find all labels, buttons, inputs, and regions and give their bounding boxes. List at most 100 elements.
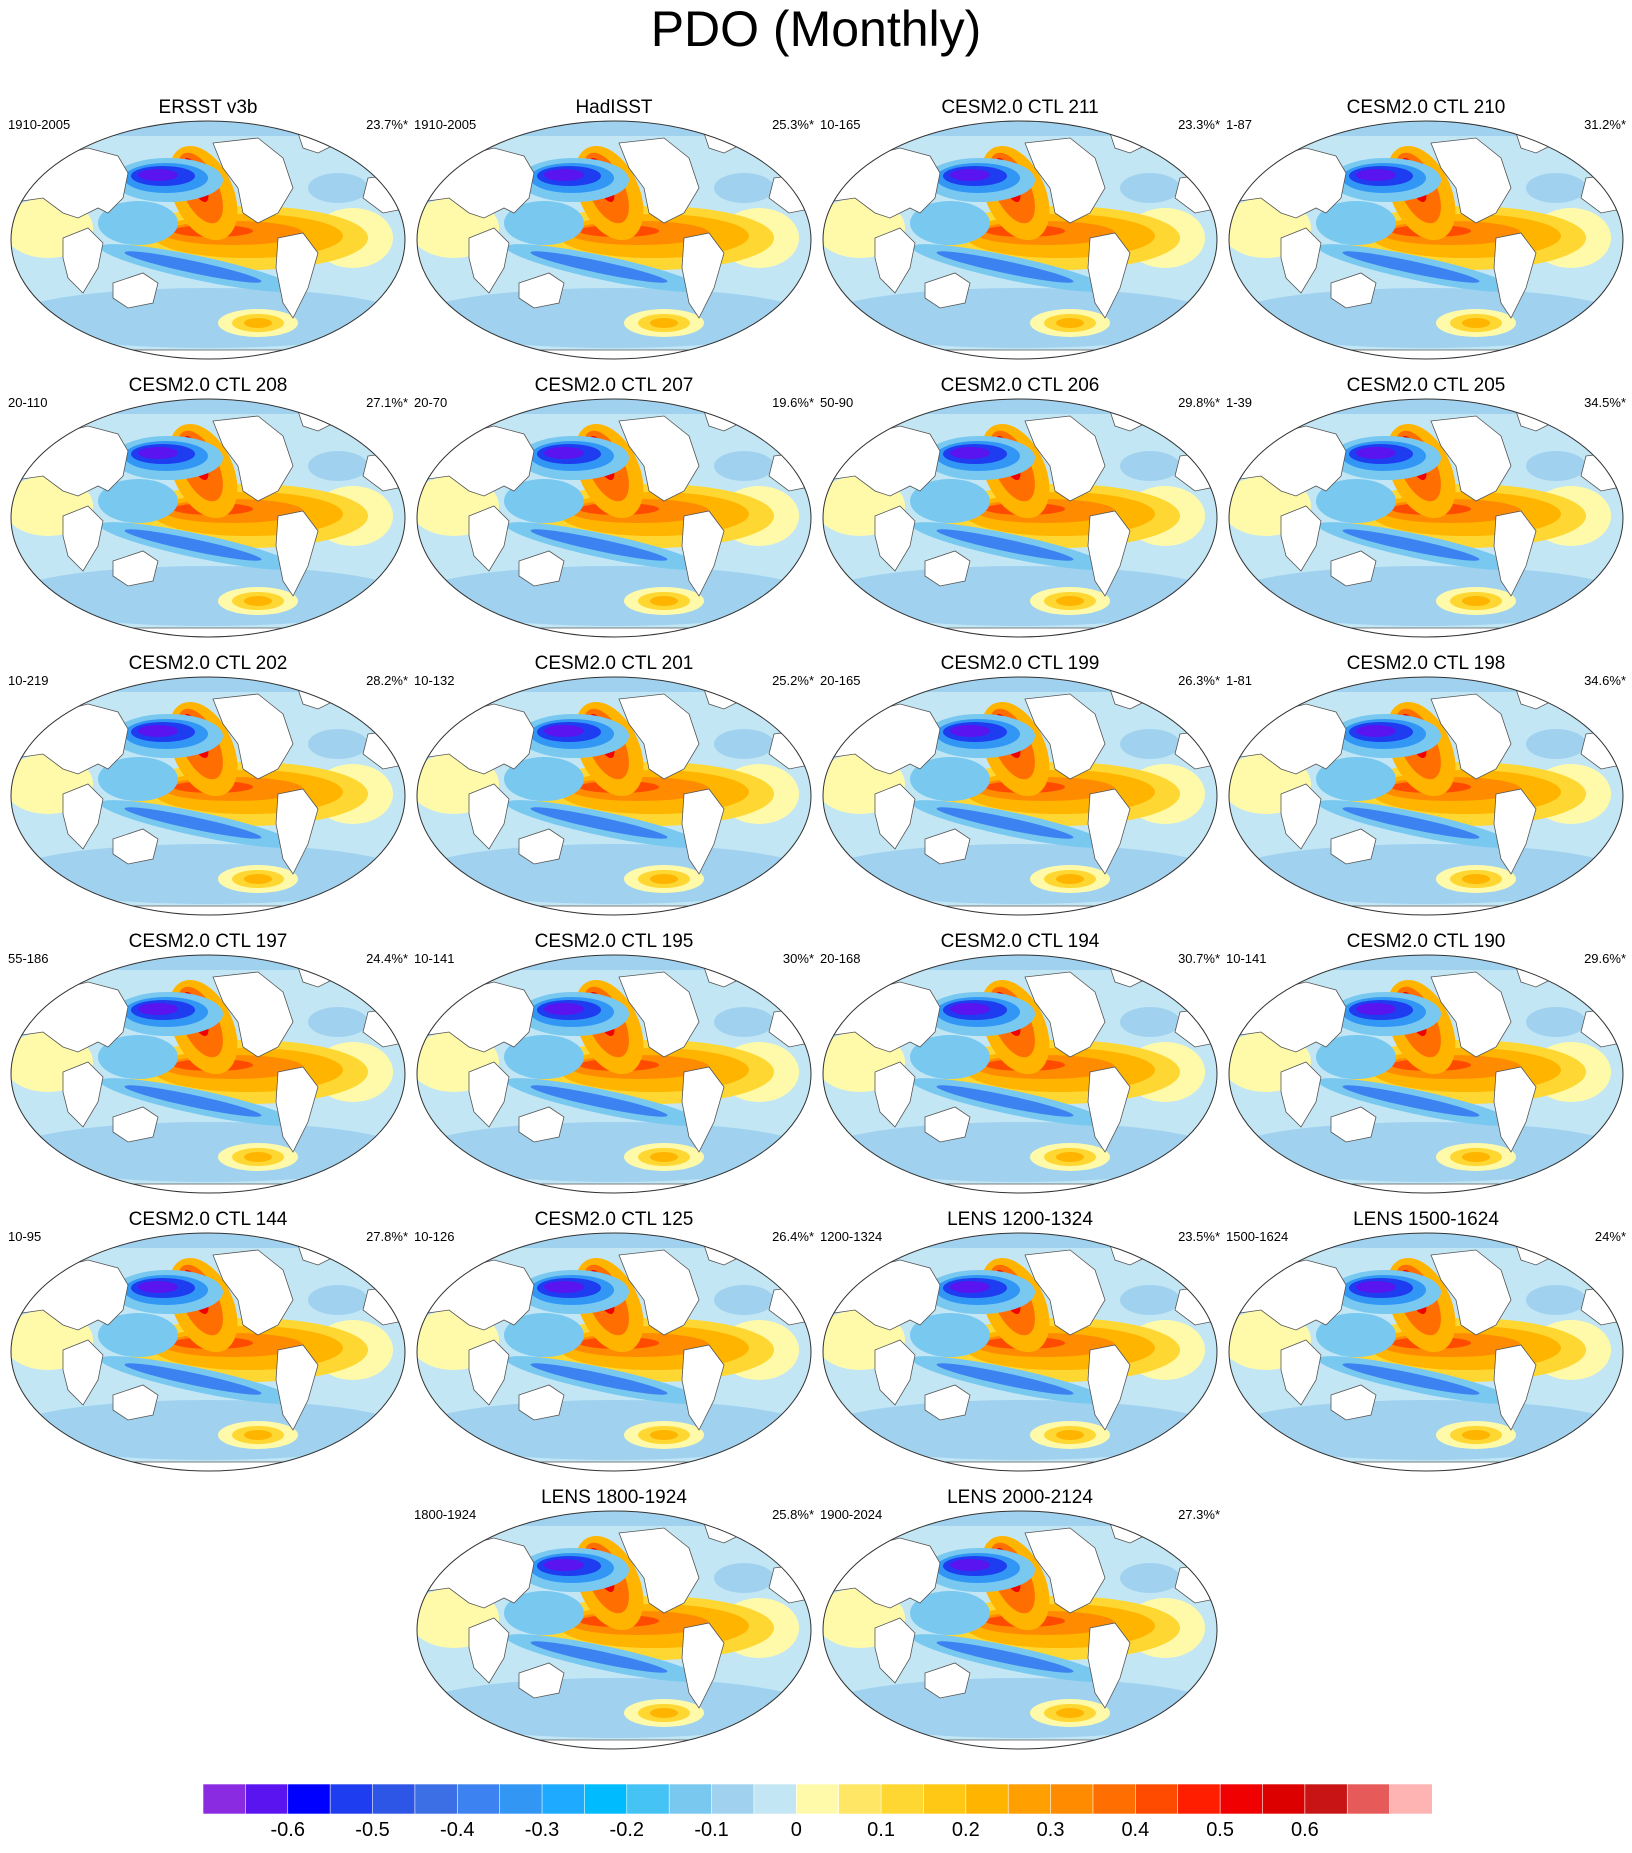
- panel-period: 1500-1624: [1226, 1229, 1289, 1244]
- map-panel: ERSST v3b 1910-2005 23.7%*: [8, 97, 408, 362]
- panel-period: 10-126: [414, 1229, 455, 1244]
- colorbar-swatch: [1177, 1784, 1221, 1814]
- colorbar-swatch: [584, 1784, 628, 1814]
- panel-title: CESM2.0 CTL 144: [128, 1209, 288, 1230]
- map-plot: [822, 120, 1218, 360]
- colorbar-tick-label: 0.1: [867, 1819, 895, 1841]
- colorbar-swatch: [245, 1784, 289, 1814]
- map-panel: CESM2.0 CTL 144 10-95 27.8%*: [8, 1209, 408, 1474]
- map-panel: HadISST 1910-2005 25.3%*: [414, 97, 814, 362]
- colorbar-tick-label: 0.4: [1121, 1819, 1150, 1841]
- panel-variance: 30.7%*: [1178, 951, 1220, 966]
- colorbar-swatch: [372, 1784, 416, 1814]
- panel-title: CESM2.0 CTL 201: [534, 653, 694, 674]
- panel-period: 10-165: [820, 117, 861, 132]
- map-plot: [416, 398, 812, 638]
- colorbar-swatch: [499, 1784, 543, 1814]
- colorbar-swatch: [1092, 1784, 1137, 1814]
- panel-variance: 24.4%*: [366, 951, 408, 966]
- panel-title: CESM2.0 CTL 202: [128, 653, 288, 674]
- panel-period: 20-165: [820, 673, 861, 688]
- map-plot: [10, 120, 406, 360]
- panel-variance: 34.5%*: [1584, 395, 1626, 410]
- colorbar-swatch: [838, 1784, 882, 1814]
- colorbar-swatch: [711, 1784, 755, 1814]
- panel-period: 20-168: [820, 951, 861, 966]
- map-plot: [1228, 120, 1624, 360]
- colorbar-swatch: [1135, 1784, 1179, 1814]
- map-plot: [416, 676, 812, 916]
- colorbar-swatch: [1262, 1784, 1306, 1814]
- panel-title: CESM2.0 CTL 210: [1346, 97, 1506, 118]
- panel-title: ERSST v3b: [158, 97, 258, 118]
- colorbar-swatch: [287, 1784, 331, 1814]
- panel-period: 1-39: [1226, 395, 1253, 410]
- map-panel: CESM2.0 CTL 195 10-141 30%*: [414, 931, 814, 1196]
- panel-title: LENS 1800-1924: [541, 1487, 687, 1508]
- panel-variance: 25.2%*: [772, 673, 814, 688]
- map-panel: CESM2.0 CTL 201 10-132 25.2%*: [414, 653, 814, 918]
- colorbar-swatch: [1346, 1784, 1391, 1814]
- panel-period: 20-70: [414, 395, 448, 410]
- map-panel: CESM2.0 CTL 207 20-70 19.6%*: [414, 375, 814, 640]
- colorbar-tick-label: -0.1: [694, 1819, 729, 1841]
- panel-variance: 30%*: [782, 951, 814, 966]
- map-plot: [822, 676, 1218, 916]
- map-plot: [10, 954, 406, 1194]
- map-plot: [822, 954, 1218, 1194]
- map-panel: CESM2.0 CTL 198 1-81 34.6%*: [1226, 653, 1626, 918]
- panel-variance: 19.6%*: [772, 395, 814, 410]
- colorbar-swatch: [668, 1784, 713, 1814]
- map-panel: CESM2.0 CTL 125 10-126 26.4%*: [414, 1209, 814, 1474]
- colorbar-swatch: [203, 1784, 247, 1814]
- map-panel: LENS 1500-1624 1500-1624 24%*: [1226, 1209, 1626, 1474]
- colorbar-labels: -0.6 -0.5 -0.4 -0.3 -0.2 -0.1 0 0.1 0.2 0.3 0.4 0.5…: [0, 1818, 1632, 1848]
- panel-title: CESM2.0 CTL 207: [534, 375, 694, 396]
- panel-variance: 27.3%*: [1178, 1507, 1220, 1522]
- panel-period: 1910-2005: [414, 117, 477, 132]
- colorbar-swatch: [329, 1784, 374, 1814]
- colorbar-tick-label: 0.5: [1206, 1819, 1234, 1841]
- panel-variance: 27.1%*: [366, 395, 408, 410]
- panel-period: 50-90: [820, 395, 854, 410]
- map-plot: [416, 1510, 812, 1750]
- map-panel: CESM2.0 CTL 206 50-90 29.8%*: [820, 375, 1220, 640]
- colorbar: [203, 1784, 1432, 1814]
- colorbar-tick-label: -0.4: [440, 1819, 475, 1841]
- figure-title: PDO (Monthly): [650, 1, 982, 57]
- map-panel: LENS 1200-1324 1200-1324 23.5%*: [820, 1209, 1220, 1474]
- map-plot: [1228, 1232, 1624, 1472]
- panel-variance: 23.5%*: [1178, 1229, 1220, 1244]
- map-plot: [416, 1232, 812, 1472]
- colorbar-tick-label: 0.3: [1036, 1819, 1065, 1841]
- map-panel: CESM2.0 CTL 199 20-165 26.3%*: [820, 653, 1220, 918]
- colorbar-swatch: [456, 1784, 501, 1814]
- panel-period: 1-81: [1226, 673, 1253, 688]
- panel-period: 1200-1324: [820, 1229, 883, 1244]
- map-panel: CESM2.0 CTL 190 10-141 29.6%*: [1226, 931, 1626, 1196]
- map-plot: [10, 676, 406, 916]
- panel-period: 1-87: [1226, 117, 1253, 132]
- panel-period: 1900-2024: [820, 1507, 883, 1522]
- panel-period: 1800-1924: [414, 1507, 477, 1522]
- colorbar-swatch: [1050, 1784, 1094, 1814]
- map-panel: CESM2.0 CTL 202 10-219 28.2%*: [8, 653, 408, 918]
- map-plot: [822, 1510, 1218, 1750]
- panel-period: 20-110: [8, 395, 48, 410]
- colorbar-tick-label: 0: [790, 1819, 802, 1841]
- map-panel: CESM2.0 CTL 205 1-39 34.5%*: [1226, 375, 1626, 640]
- map-plot: [416, 120, 812, 360]
- panel-period: 55-186: [8, 951, 49, 966]
- map-panel: CESM2.0 CTL 197 55-186 24.4%*: [8, 931, 408, 1196]
- colorbar-swatch: [1389, 1784, 1432, 1814]
- panel-title: CESM2.0 CTL 195: [534, 931, 694, 952]
- panel-title: CESM2.0 CTL 194: [940, 931, 1100, 952]
- map-plot: [822, 1232, 1218, 1472]
- panel-title: LENS 1500-1624: [1353, 1209, 1499, 1230]
- panel-variance: 29.6%*: [1584, 951, 1626, 966]
- panel-title: HadISST: [575, 97, 653, 118]
- panel-title: LENS 2000-2124: [947, 1487, 1093, 1508]
- panel-variance: 29.8%*: [1178, 395, 1220, 410]
- colorbar-swatch: [1304, 1784, 1349, 1814]
- panel-title: CESM2.0 CTL 125: [534, 1209, 694, 1230]
